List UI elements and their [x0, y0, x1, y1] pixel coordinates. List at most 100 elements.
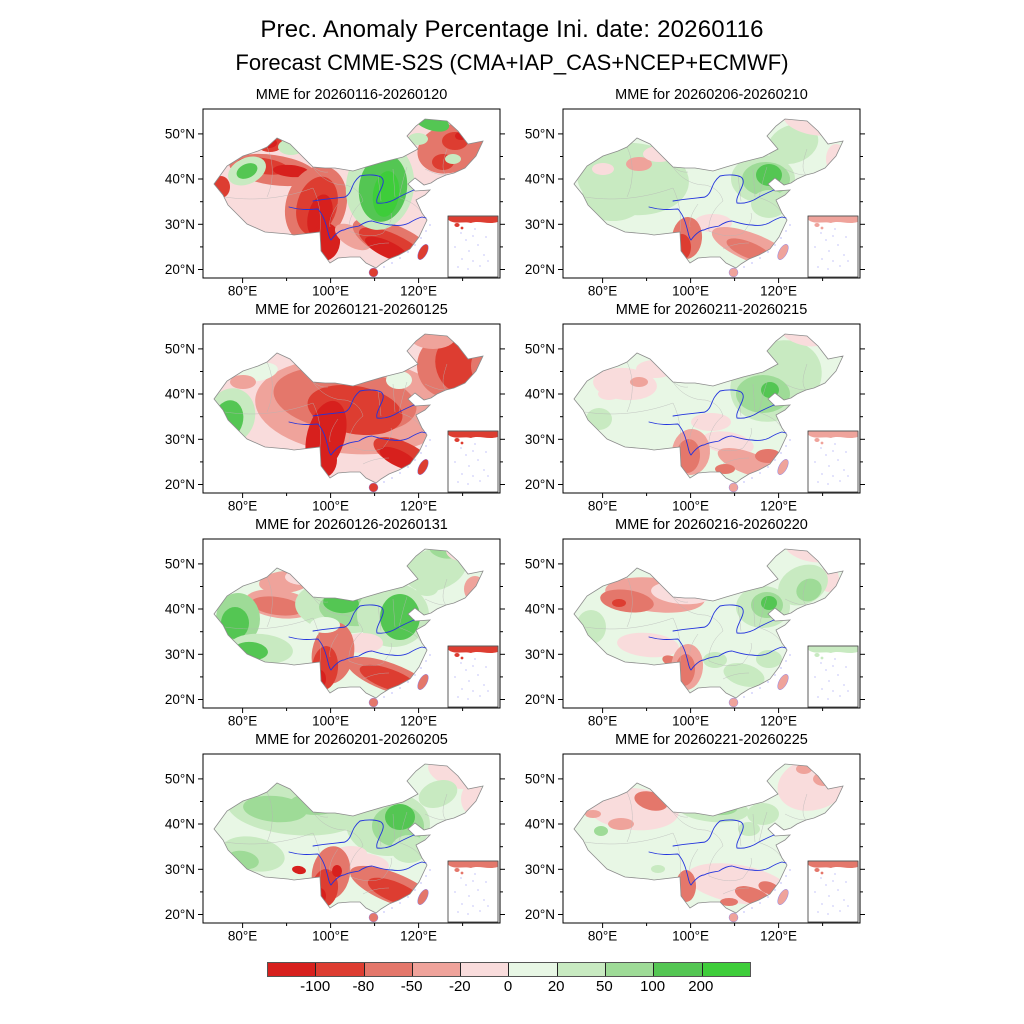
hainan-island [728, 697, 739, 708]
hainan-island [368, 267, 379, 278]
rivers [288, 819, 427, 886]
lat-tick-label: 50°N [525, 556, 555, 571]
china-map-svg: 50°N 40°N 30°N 20°N 80°E 100°E 120°E [525, 753, 865, 944]
colorbar-segment [508, 963, 557, 976]
rivers [648, 389, 787, 456]
lat-tick-label: 40°N [525, 172, 555, 187]
lat-tick-label: 30°N [525, 432, 555, 447]
province-borders [584, 146, 808, 250]
colorbar-segment [411, 963, 461, 976]
axis-labels: 50°N 40°N 30°N 20°N 80°E 100°E 120°E [165, 126, 437, 298]
inset-islands [814, 873, 849, 915]
lon-tick-label: 120°E [400, 929, 437, 944]
china-map-svg: 50°N 40°N 30°N 20°N 80°E 100°E 120°E [165, 538, 505, 729]
anomaly-field [216, 549, 483, 697]
china-outline [573, 763, 844, 914]
anomaly-blob [471, 351, 483, 381]
lat-tick-label: 20°N [525, 262, 555, 277]
colorbar-label: -100 [300, 978, 331, 995]
anomaly-blob [715, 464, 735, 474]
china-outline [213, 763, 484, 914]
axis-labels: 50°N 40°N 30°N 20°N 80°E 100°E 120°E [165, 771, 437, 943]
inset-islands [814, 658, 849, 700]
hainan-island [368, 697, 379, 708]
anomaly-blob [236, 163, 258, 179]
map-panel: MME for 20260216-20260220 [515, 515, 867, 747]
anomaly-blob [314, 888, 326, 904]
inset-islands [454, 873, 489, 915]
yangtze-river [288, 636, 427, 671]
yellow-river [312, 604, 415, 634]
lon-tick-label: 100°E [672, 499, 709, 514]
panel-title: MME for 20260206-20260210 [615, 87, 808, 103]
lon-tick-label: 100°E [312, 714, 349, 729]
yangtze-river [288, 421, 427, 456]
anomaly-blob [380, 594, 420, 640]
lat-tick-label: 50°N [525, 126, 555, 141]
china-map-svg: 50°N 40°N 30°N 20°N 80°E 100°E 120°E [525, 538, 865, 729]
lon-tick-label: 80°E [588, 929, 617, 944]
lat-tick-label: 20°N [525, 477, 555, 492]
rivers [648, 604, 787, 671]
yellow-river [312, 819, 415, 849]
anomaly-blob [592, 163, 614, 175]
lon-tick-label: 80°E [588, 499, 617, 514]
taiwan-island [417, 244, 429, 260]
map-frame [562, 538, 861, 709]
anomaly-blob [747, 803, 779, 825]
lat-tick-label: 20°N [165, 692, 195, 707]
yellow-river [672, 604, 775, 634]
anomaly-blob [412, 119, 450, 132]
south-china-sea-inset [807, 860, 859, 923]
anomaly-blob [285, 569, 321, 585]
hainan-island [368, 482, 379, 493]
axis-ticks [198, 348, 505, 498]
rivers [288, 174, 427, 241]
anomaly-blob [445, 154, 461, 164]
anomaly-blob [261, 138, 277, 148]
yangtze-river [648, 206, 787, 241]
anomaly-blob [385, 804, 415, 830]
colorbar-segment [701, 963, 750, 976]
axis-labels: 50°N 40°N 30°N 20°N 80°E 100°E 120°E [525, 126, 797, 298]
anomaly-blob [472, 135, 483, 163]
colorbar-segment [605, 963, 654, 976]
axis-labels: 50°N 40°N 30°N 20°N 80°E 100°E 120°E [525, 556, 797, 728]
yellow-river [312, 389, 415, 419]
lon-tick-label: 120°E [400, 714, 437, 729]
yangtze-river [288, 851, 427, 886]
anomaly-blob [408, 133, 428, 145]
hainan-island [368, 912, 379, 923]
lat-tick-label: 30°N [165, 217, 195, 232]
china-outline [213, 118, 484, 269]
lat-tick-label: 40°N [525, 817, 555, 832]
anomaly-blob [723, 663, 765, 687]
yellow-river [672, 389, 775, 419]
map-panel: MME for 20260121-20260125 [155, 300, 507, 532]
axis-labels: 50°N 40°N 30°N 20°N 80°E 100°E 120°E [525, 341, 797, 513]
anomaly-blob [600, 589, 654, 613]
anomaly-blob [612, 599, 626, 607]
map-frame [562, 323, 861, 494]
colorbar [267, 962, 751, 977]
lat-tick-label: 50°N [525, 771, 555, 786]
panel-title: MME for 20260121-20260125 [255, 302, 448, 318]
hainan-island [728, 267, 739, 278]
colorbar-label: 0 [503, 978, 513, 995]
province-borders [224, 361, 448, 465]
map-panel: MME for 20260116-20260120 [155, 85, 507, 317]
lon-tick-label: 100°E [312, 929, 349, 944]
lat-tick-label: 30°N [525, 217, 555, 232]
taiwan-island [417, 674, 429, 690]
anomaly-blob [576, 610, 606, 644]
lon-tick-label: 100°E [672, 929, 709, 944]
coastal-islands [743, 654, 791, 698]
lat-tick-label: 30°N [165, 432, 195, 447]
lat-tick-label: 50°N [165, 556, 195, 571]
inset-islands [814, 443, 849, 485]
figure-title: Prec. Anomaly Percentage Ini. date: 2026… [260, 16, 764, 43]
south-china-sea-inset [447, 645, 499, 708]
china-outline [573, 118, 844, 269]
yangtze-river [648, 851, 787, 886]
